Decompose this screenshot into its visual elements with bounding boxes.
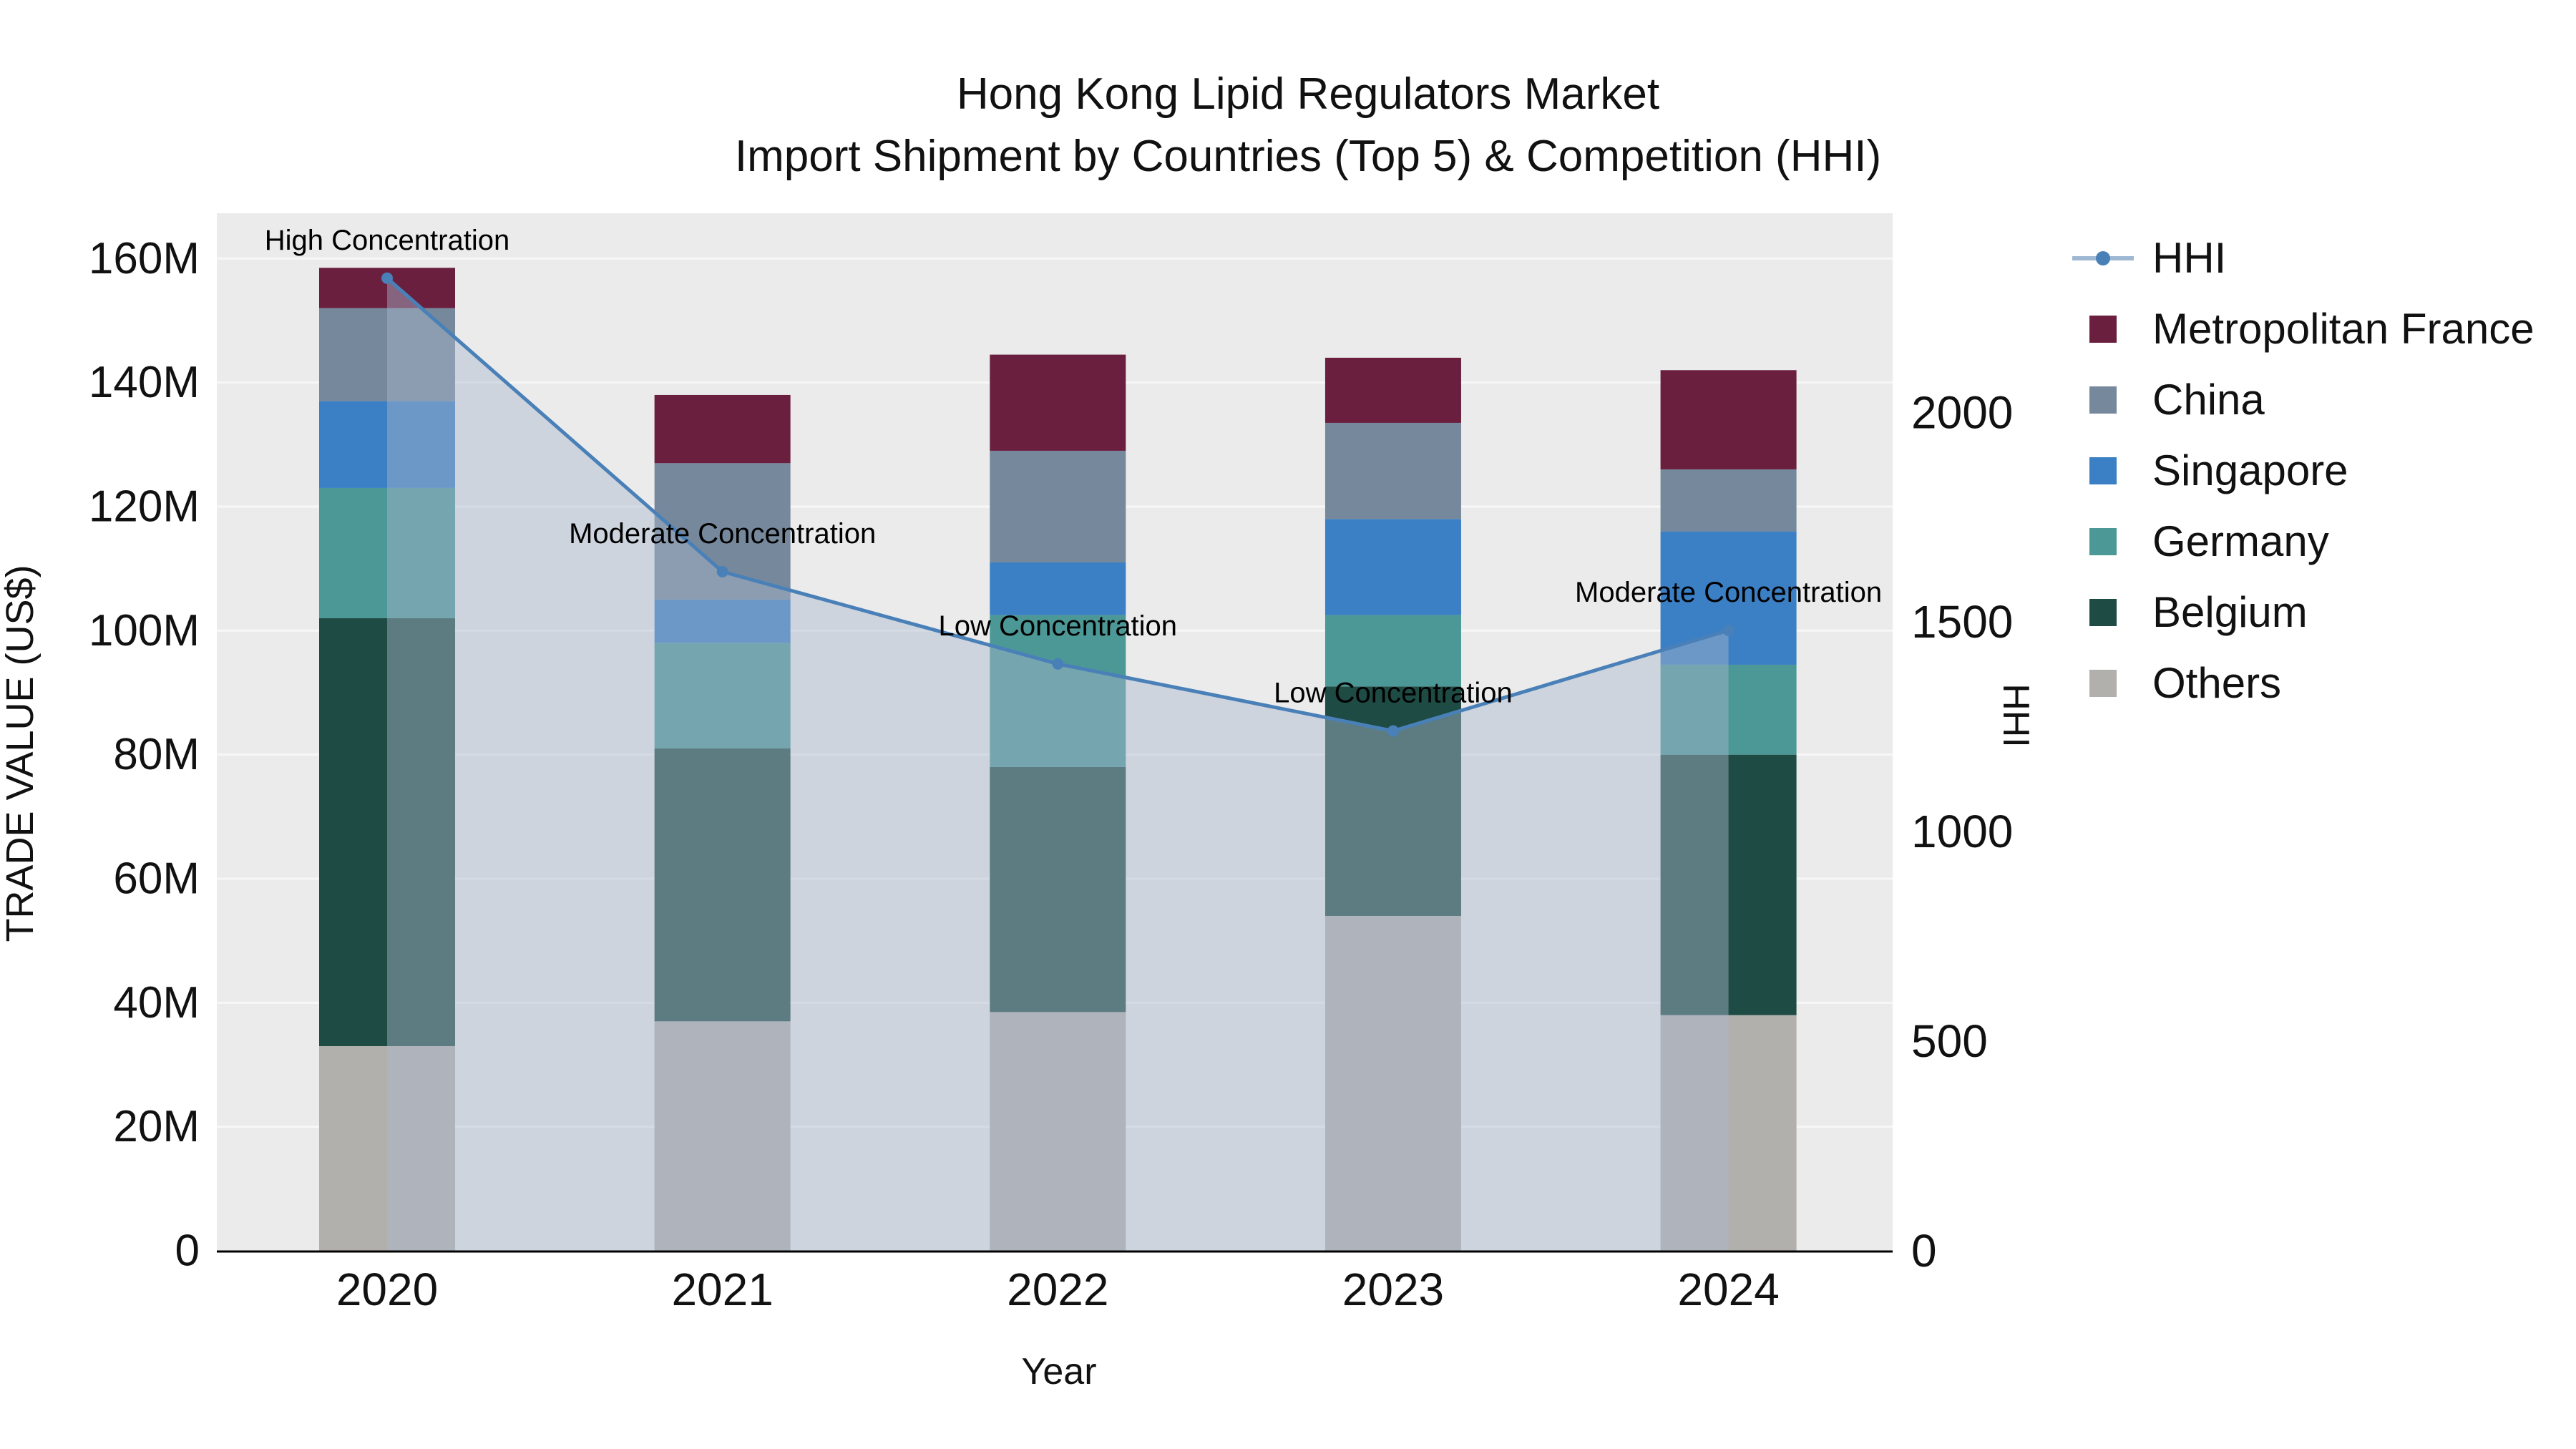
hhi-point-2022 [1052, 658, 1064, 670]
legend-item-belgium: Belgium [2072, 590, 2534, 635]
hhi-point-2024 [1722, 624, 1735, 636]
y-left-tick-120M: 120M [89, 482, 200, 531]
x-tick-2021: 2021 [671, 1264, 773, 1315]
legend-swatch-icon [2072, 670, 2134, 697]
annotation-moderate-concentration-2021: Moderate Concentration [569, 518, 876, 550]
legend-swatch-icon [2072, 528, 2134, 555]
x-axis-title: Year [1021, 1351, 1096, 1392]
bar-segment-belgium-2023 [1324, 686, 1461, 916]
hhi-area [387, 278, 1729, 1251]
y-left-tick-20M: 20M [113, 1102, 200, 1151]
hhi-point-2021 [716, 565, 728, 577]
y-left-tick-140M: 140M [89, 358, 200, 407]
y-left-tick-80M: 80M [113, 730, 200, 779]
bar-segment-china-2022 [990, 450, 1126, 562]
bar-segment-others-2022 [990, 1012, 1126, 1251]
bar-segment-singapore-2021 [654, 599, 791, 643]
legend-label: Others [2152, 659, 2282, 707]
legend-swatch-icon [2072, 386, 2134, 414]
chart-title-line2: Import Shipment by Countries (Top 5) & C… [735, 132, 1881, 181]
bar-segment-germany-2020 [319, 487, 455, 618]
y-left-axis-title: TRADE VALUE (US$) [0, 565, 42, 942]
x-tick-2022: 2022 [1007, 1264, 1108, 1315]
y-right-tick-0: 0 [1911, 1225, 1937, 1277]
bar-segment-germany-2022 [990, 615, 1126, 767]
annotation-high-concentration-2020: High Concentration [265, 225, 509, 256]
legend-label: Metropolitan France [2152, 305, 2534, 353]
bar-segment-belgium-2022 [990, 766, 1126, 1013]
legend-item-china: China [2072, 378, 2534, 422]
annotation-low-concentration-2023: Low Concentration [1274, 678, 1513, 709]
chart-legend: HHI Metropolitan France China Singapore Germ… [2072, 236, 2534, 706]
y-right-tick-1500: 1500 [1911, 596, 2013, 648]
bar-segment-metropolitan-france-2021 [654, 394, 791, 464]
bar-segment-singapore-2020 [319, 401, 455, 488]
legend-label: Germany [2152, 517, 2329, 565]
bar-segment-metropolitan-france-2024 [1660, 370, 1797, 469]
bar-segment-others-2021 [654, 1021, 791, 1251]
y-right-tick-2000: 2000 [1911, 386, 2013, 438]
y-right-axis-title: HHI [1995, 683, 2036, 748]
bar-segment-belgium-2024 [1660, 754, 1797, 1015]
bar-segment-singapore-2022 [990, 562, 1126, 615]
y-left-tick-100M: 100M [89, 606, 200, 655]
legend-item-hhi: HHI [2072, 236, 2534, 280]
y-left-tick-0: 0 [175, 1226, 200, 1276]
legend-item-germany: Germany [2072, 519, 2534, 564]
bar-segment-germany-2021 [654, 643, 791, 748]
bar-segment-metropolitan-france-2022 [990, 354, 1126, 451]
bar-segment-others-2023 [1324, 915, 1461, 1251]
legend-label: China [2152, 376, 2265, 424]
y-right-tick-500: 500 [1911, 1015, 1988, 1067]
chart-title-line1: Hong Kong Lipid Regulators Market [957, 69, 1659, 119]
legend-swatch-icon [2072, 457, 2134, 484]
legend-label: HHI [2152, 234, 2227, 282]
bar-segment-belgium-2020 [319, 618, 455, 1046]
bar-segment-china-2023 [1324, 422, 1461, 519]
bar-segment-singapore-2023 [1324, 519, 1461, 615]
hhi-point-2023 [1387, 725, 1399, 737]
bar-segment-belgium-2021 [654, 748, 791, 1022]
legend-line-marker-icon [2072, 245, 2134, 272]
bar-segment-china-2020 [319, 308, 455, 401]
x-tick-2024: 2024 [1677, 1264, 1779, 1315]
y-left-tick-60M: 60M [113, 854, 200, 903]
y-left-tick-160M: 160M [89, 234, 200, 283]
legend-swatch-icon [2072, 599, 2134, 626]
annotation-low-concentration-2022: Low Concentration [939, 610, 1178, 642]
legend-item-others: Others [2072, 661, 2534, 706]
bar-segment-germany-2023 [1324, 615, 1461, 687]
y-left-tick-40M: 40M [113, 978, 200, 1028]
bar-segment-others-2020 [319, 1045, 455, 1251]
annotation-moderate-concentration-2024: Moderate Concentration [1575, 577, 1882, 608]
legend-label: Belgium [2152, 588, 2308, 636]
x-tick-2023: 2023 [1342, 1264, 1444, 1315]
hhi-point-2020 [381, 272, 393, 284]
y-right-tick-1000: 1000 [1911, 806, 2013, 857]
bar-segment-others-2024 [1660, 1015, 1797, 1251]
legend-item-metropolitan-france: Metropolitan France [2072, 307, 2534, 351]
bar-segment-germany-2024 [1660, 664, 1797, 755]
bar-segment-china-2024 [1660, 469, 1797, 532]
legend-item-singapore: Singapore [2072, 449, 2534, 493]
legend-label: Singapore [2152, 447, 2348, 494]
bar-segment-metropolitan-france-2023 [1324, 357, 1461, 423]
x-tick-2020: 2020 [336, 1264, 438, 1315]
legend-swatch-icon [2072, 316, 2134, 343]
